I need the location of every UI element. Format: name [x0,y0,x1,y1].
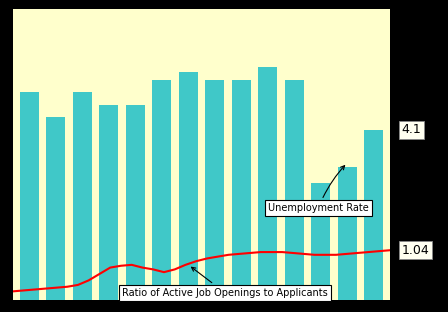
Bar [311,183,330,300]
Text: 4.1: 4.1 [402,123,422,136]
Bar [364,129,383,300]
Bar [285,80,304,300]
Bar [99,105,118,300]
Bar [20,92,39,300]
Bar [338,167,357,300]
Bar [179,71,198,300]
Bar [46,117,65,300]
Bar [232,80,251,300]
Text: Ratio of Active Job Openings to Applicants: Ratio of Active Job Openings to Applican… [122,267,328,298]
Text: Unemployment Rate: Unemployment Rate [268,166,369,213]
Bar [152,80,172,300]
Text: 1.04: 1.04 [402,244,430,257]
Bar [73,92,92,300]
Bar [258,67,277,300]
Bar [205,80,224,300]
Bar [126,105,145,300]
